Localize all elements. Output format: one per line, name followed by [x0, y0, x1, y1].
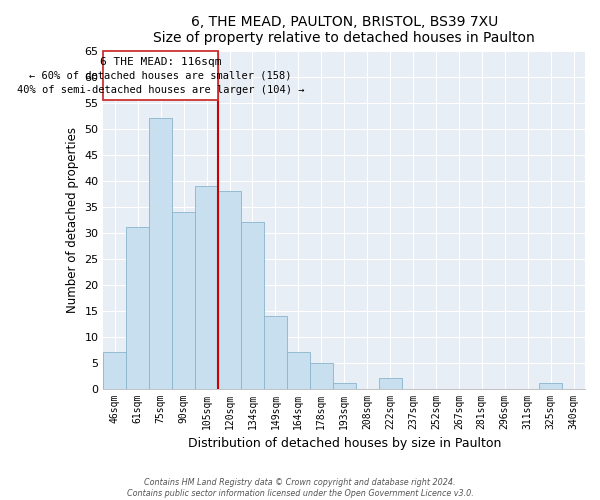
- Bar: [379, 378, 401, 388]
- FancyBboxPatch shape: [103, 50, 218, 100]
- Text: 6 THE MEAD: 116sqm: 6 THE MEAD: 116sqm: [100, 57, 221, 67]
- Bar: [539, 384, 562, 388]
- Bar: [103, 352, 127, 389]
- Bar: [218, 191, 241, 388]
- Text: 40% of semi-detached houses are larger (104) →: 40% of semi-detached houses are larger (…: [17, 84, 304, 94]
- Bar: [287, 352, 310, 389]
- Text: Contains HM Land Registry data © Crown copyright and database right 2024.
Contai: Contains HM Land Registry data © Crown c…: [127, 478, 473, 498]
- Bar: [149, 118, 172, 388]
- Title: 6, THE MEAD, PAULTON, BRISTOL, BS39 7XU
Size of property relative to detached ho: 6, THE MEAD, PAULTON, BRISTOL, BS39 7XU …: [154, 15, 535, 45]
- X-axis label: Distribution of detached houses by size in Paulton: Distribution of detached houses by size …: [188, 437, 501, 450]
- Text: ← 60% of detached houses are smaller (158): ← 60% of detached houses are smaller (15…: [29, 70, 292, 81]
- Bar: [310, 362, 333, 388]
- Bar: [264, 316, 287, 388]
- Bar: [241, 222, 264, 388]
- Bar: [333, 384, 356, 388]
- Y-axis label: Number of detached properties: Number of detached properties: [66, 126, 79, 312]
- Bar: [172, 212, 195, 388]
- Bar: [195, 186, 218, 388]
- Bar: [127, 228, 149, 388]
